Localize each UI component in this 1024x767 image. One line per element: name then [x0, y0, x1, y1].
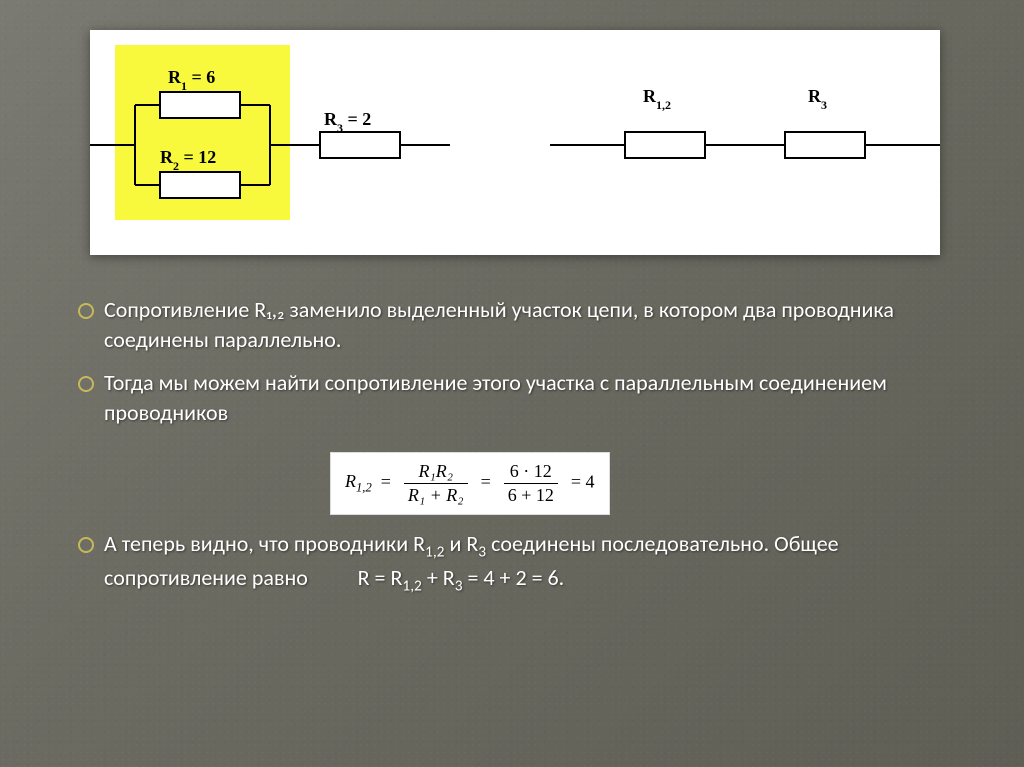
resistor-r12 — [625, 132, 705, 158]
circuit-diagram-panel: R1 = 6 R2 = 12 R3 = 2 R1,2 R3 — [90, 30, 940, 255]
circuit-svg: R1 = 6 R2 = 12 R3 = 2 R1,2 R3 — [90, 30, 940, 255]
bullet-2-text: Тогда мы можем найти сопротивление этого… — [104, 369, 887, 426]
formula-frac1: R₁R₂ R₁ + R₂ — [404, 461, 468, 506]
label-r12: R1,2 — [643, 86, 671, 112]
formula-lhs: R1,2 — [345, 471, 372, 491]
resistor-r3b — [785, 132, 865, 158]
text-content: Сопротивление R₁,₂ заменило выделенный у… — [70, 295, 954, 611]
bullet-1-text: Сопротивление R₁,₂ заменило выделенный у… — [104, 296, 894, 353]
resistor-r2 — [160, 172, 240, 198]
bullet-1: Сопротивление R₁,₂ заменило выделенный у… — [70, 295, 954, 354]
formula: R1,2 = R₁R₂ R₁ + R₂ = 6 · 12 6 + 12 = 4 — [330, 452, 610, 515]
resistor-r3 — [320, 132, 400, 158]
bullet-3: А теперь видно, что проводники R1,2 и R3… — [70, 529, 954, 597]
bullet-2: Тогда мы можем найти сопротивление этого… — [70, 368, 954, 427]
bullet-list-2: А теперь видно, что проводники R1,2 и R3… — [70, 529, 954, 597]
slide: R1 = 6 R2 = 12 R3 = 2 R1,2 R3 Сопротивле… — [0, 0, 1024, 767]
formula-result: 4 — [586, 471, 595, 491]
label-r3b: R3 — [808, 86, 827, 112]
formula-frac2: 6 · 12 6 + 12 — [504, 461, 558, 506]
bullet-list: Сопротивление R₁,₂ заменило выделенный у… — [70, 295, 954, 428]
resistor-r1 — [160, 92, 240, 118]
